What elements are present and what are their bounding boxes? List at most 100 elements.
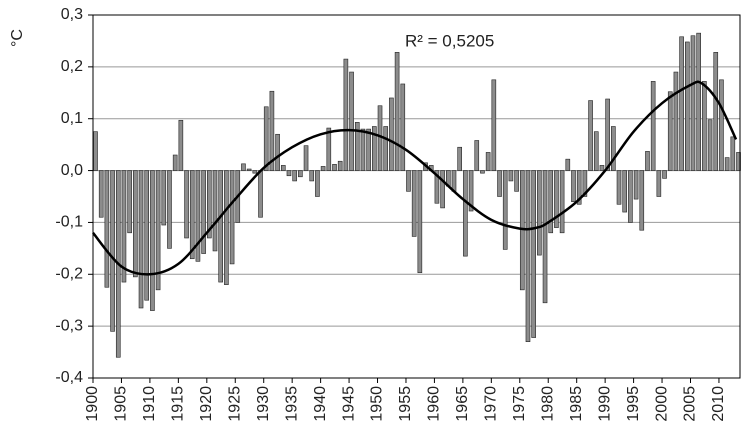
bar (667, 91, 673, 171)
bar (508, 170, 514, 182)
bar (286, 170, 292, 177)
bar (554, 170, 559, 228)
bar (588, 100, 593, 171)
bar (275, 133, 280, 171)
bar (406, 170, 411, 192)
bar (690, 35, 696, 171)
bar (383, 126, 389, 171)
bar (298, 170, 303, 178)
bar (542, 170, 548, 304)
bar (656, 170, 662, 197)
bar (252, 170, 258, 174)
bar (360, 128, 366, 171)
x-tick-label: 1975 (511, 386, 528, 422)
bar (702, 81, 707, 171)
bar (354, 122, 360, 171)
bar (599, 165, 605, 171)
x-tick-label: 1995 (625, 386, 642, 422)
y-tick-label: -0,3 (55, 317, 83, 334)
bar (258, 170, 263, 218)
x-tick-label: 1950 (369, 386, 386, 422)
bar (514, 170, 519, 192)
bar (616, 170, 622, 205)
bar (485, 152, 491, 171)
x-tick-label: 1900 (84, 386, 101, 422)
bar (218, 170, 223, 283)
bar (400, 83, 406, 171)
x-tick-label: 1970 (483, 386, 500, 422)
bar (457, 146, 462, 171)
bar (696, 32, 701, 171)
bar (195, 170, 201, 262)
bar (309, 170, 315, 182)
bar (138, 170, 144, 309)
bar (189, 170, 195, 260)
bar (377, 105, 383, 171)
y-axis-label: °C (9, 29, 26, 47)
bar (491, 79, 497, 171)
bar (201, 170, 206, 254)
bar (292, 170, 297, 182)
x-tick-label: 1990 (596, 386, 613, 422)
bar (394, 52, 400, 171)
bar (224, 170, 229, 285)
bar (326, 127, 332, 171)
bar (178, 119, 184, 171)
bar (571, 170, 576, 202)
bar (389, 97, 394, 171)
x-tick-label: 1955 (397, 386, 414, 422)
bar (724, 157, 730, 171)
y-tick-label: -0,4 (55, 369, 83, 386)
bar (559, 170, 565, 234)
bar (451, 170, 457, 192)
bar (93, 131, 98, 171)
bar (605, 98, 610, 171)
bar (184, 170, 189, 239)
bar (440, 170, 445, 209)
bar (593, 131, 599, 171)
bar (713, 52, 719, 171)
x-tick-label: 2005 (682, 386, 699, 422)
y-tick-label: 0,2 (61, 58, 83, 75)
y-tick-label: 0,1 (61, 110, 83, 127)
bar (212, 170, 218, 252)
bar (480, 170, 485, 174)
bar (263, 106, 269, 171)
bar (133, 170, 138, 278)
bar (639, 170, 645, 231)
bar (497, 170, 502, 197)
annotation: R² = 0,5205 (405, 31, 494, 50)
bar (320, 166, 326, 171)
bar (707, 119, 713, 171)
x-tick-label: 1920 (198, 386, 215, 422)
bar (662, 170, 667, 179)
bar (611, 126, 616, 171)
bar (343, 58, 349, 171)
bar (127, 170, 132, 234)
x-tick-label: 2000 (653, 386, 670, 422)
bar (110, 170, 115, 332)
x-tick-label: 1905 (113, 386, 130, 422)
y-tick-label: 0,3 (61, 6, 83, 23)
bar (633, 170, 639, 200)
x-tick-label: 1945 (340, 386, 357, 422)
x-tick-label: 1960 (426, 386, 443, 422)
x-tick-label: 1980 (539, 386, 556, 422)
x-tick-label: 1930 (255, 386, 272, 422)
x-tick-label: 1965 (454, 386, 471, 422)
bar (463, 170, 468, 257)
bar (719, 79, 724, 171)
bar (650, 81, 656, 171)
bar (468, 170, 474, 212)
bar (565, 158, 571, 171)
bar (303, 145, 309, 171)
bar (167, 170, 172, 249)
trend-line (92, 80, 738, 276)
bar (685, 41, 690, 171)
bar (628, 170, 633, 223)
bar (645, 151, 650, 171)
bar (98, 170, 104, 218)
x-tick-label: 1925 (226, 386, 243, 422)
bar (337, 160, 343, 171)
